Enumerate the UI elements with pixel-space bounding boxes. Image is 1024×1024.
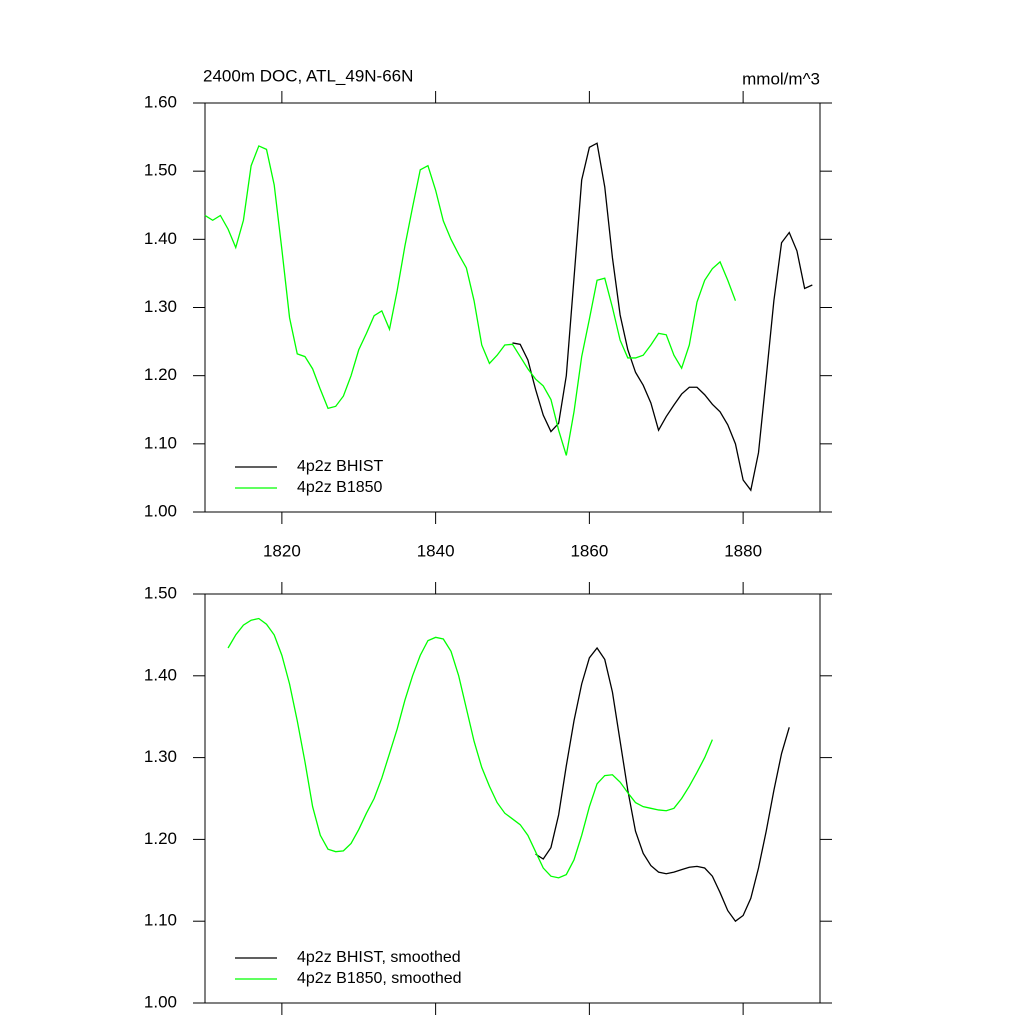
y-tick-label: 1.20 <box>144 829 177 848</box>
data-line <box>204 145 737 456</box>
x-tick-label: 1880 <box>724 541 762 560</box>
legend-label: 4p2z B1850 <box>297 479 383 496</box>
x-tick-label: 1840 <box>417 541 455 560</box>
y-tick-label: 1.40 <box>144 665 177 684</box>
plot-frame <box>204 593 821 1004</box>
data-line <box>535 646 790 923</box>
y-tick-label: 1.30 <box>144 747 177 766</box>
data-line <box>512 142 813 492</box>
y-tick-label: 1.00 <box>144 992 177 1011</box>
y-tick-label: 1.20 <box>144 365 177 384</box>
units-label: mmol/m^3 <box>742 69 820 88</box>
y-tick-label: 1.60 <box>144 92 177 111</box>
legend-label: 4p2z BHIST, smoothed <box>297 949 461 966</box>
legend-label: 4p2z B1850, smoothed <box>297 970 462 987</box>
x-tick-label: 1820 <box>263 541 301 560</box>
y-tick-label: 1.50 <box>144 161 177 180</box>
plot-frame <box>204 102 821 513</box>
y-tick-label: 1.30 <box>144 297 177 316</box>
y-tick-label: 1.10 <box>144 433 177 452</box>
data-line <box>227 617 713 879</box>
legend-label: 4p2z BHIST <box>297 458 383 475</box>
y-tick-label: 1.00 <box>144 501 177 520</box>
y-tick-label: 1.10 <box>144 911 177 930</box>
x-tick-label: 1860 <box>570 541 608 560</box>
chart-title: 2400m DOC, ATL_49N-66N <box>203 66 413 85</box>
y-tick-label: 1.50 <box>144 583 177 602</box>
y-tick-label: 1.40 <box>144 229 177 248</box>
